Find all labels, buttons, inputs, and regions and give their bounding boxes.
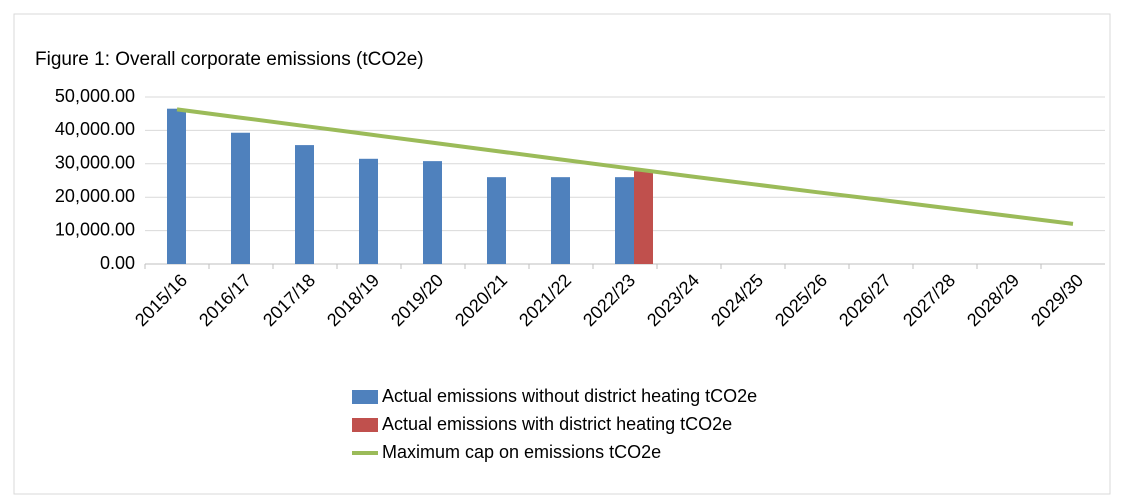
bar [634, 171, 653, 264]
y-tick-label: 50,000.00 [55, 86, 135, 106]
y-tick-label: 10,000.00 [55, 219, 135, 239]
bar [167, 108, 186, 264]
legend-label: Actual emissions without district heatin… [382, 386, 757, 406]
legend-label: Actual emissions with district heating t… [382, 414, 732, 434]
bar [487, 177, 506, 264]
bar [295, 145, 314, 264]
legend-label: Maximum cap on emissions tCO2e [382, 442, 661, 462]
bar [423, 161, 442, 264]
legend-swatch [352, 418, 378, 432]
bar [231, 132, 250, 264]
line [176, 107, 1074, 226]
y-tick-label: 20,000.00 [55, 186, 135, 206]
y-tick-label: 30,000.00 [55, 153, 135, 173]
chart-title: Figure 1: Overall corporate emissions (t… [35, 49, 424, 70]
legend-swatch [352, 390, 378, 404]
bar [359, 158, 378, 264]
bar [551, 177, 570, 264]
bar [615, 177, 634, 264]
y-tick-label: 40,000.00 [55, 119, 135, 139]
y-tick-label: 0.00 [100, 253, 135, 273]
